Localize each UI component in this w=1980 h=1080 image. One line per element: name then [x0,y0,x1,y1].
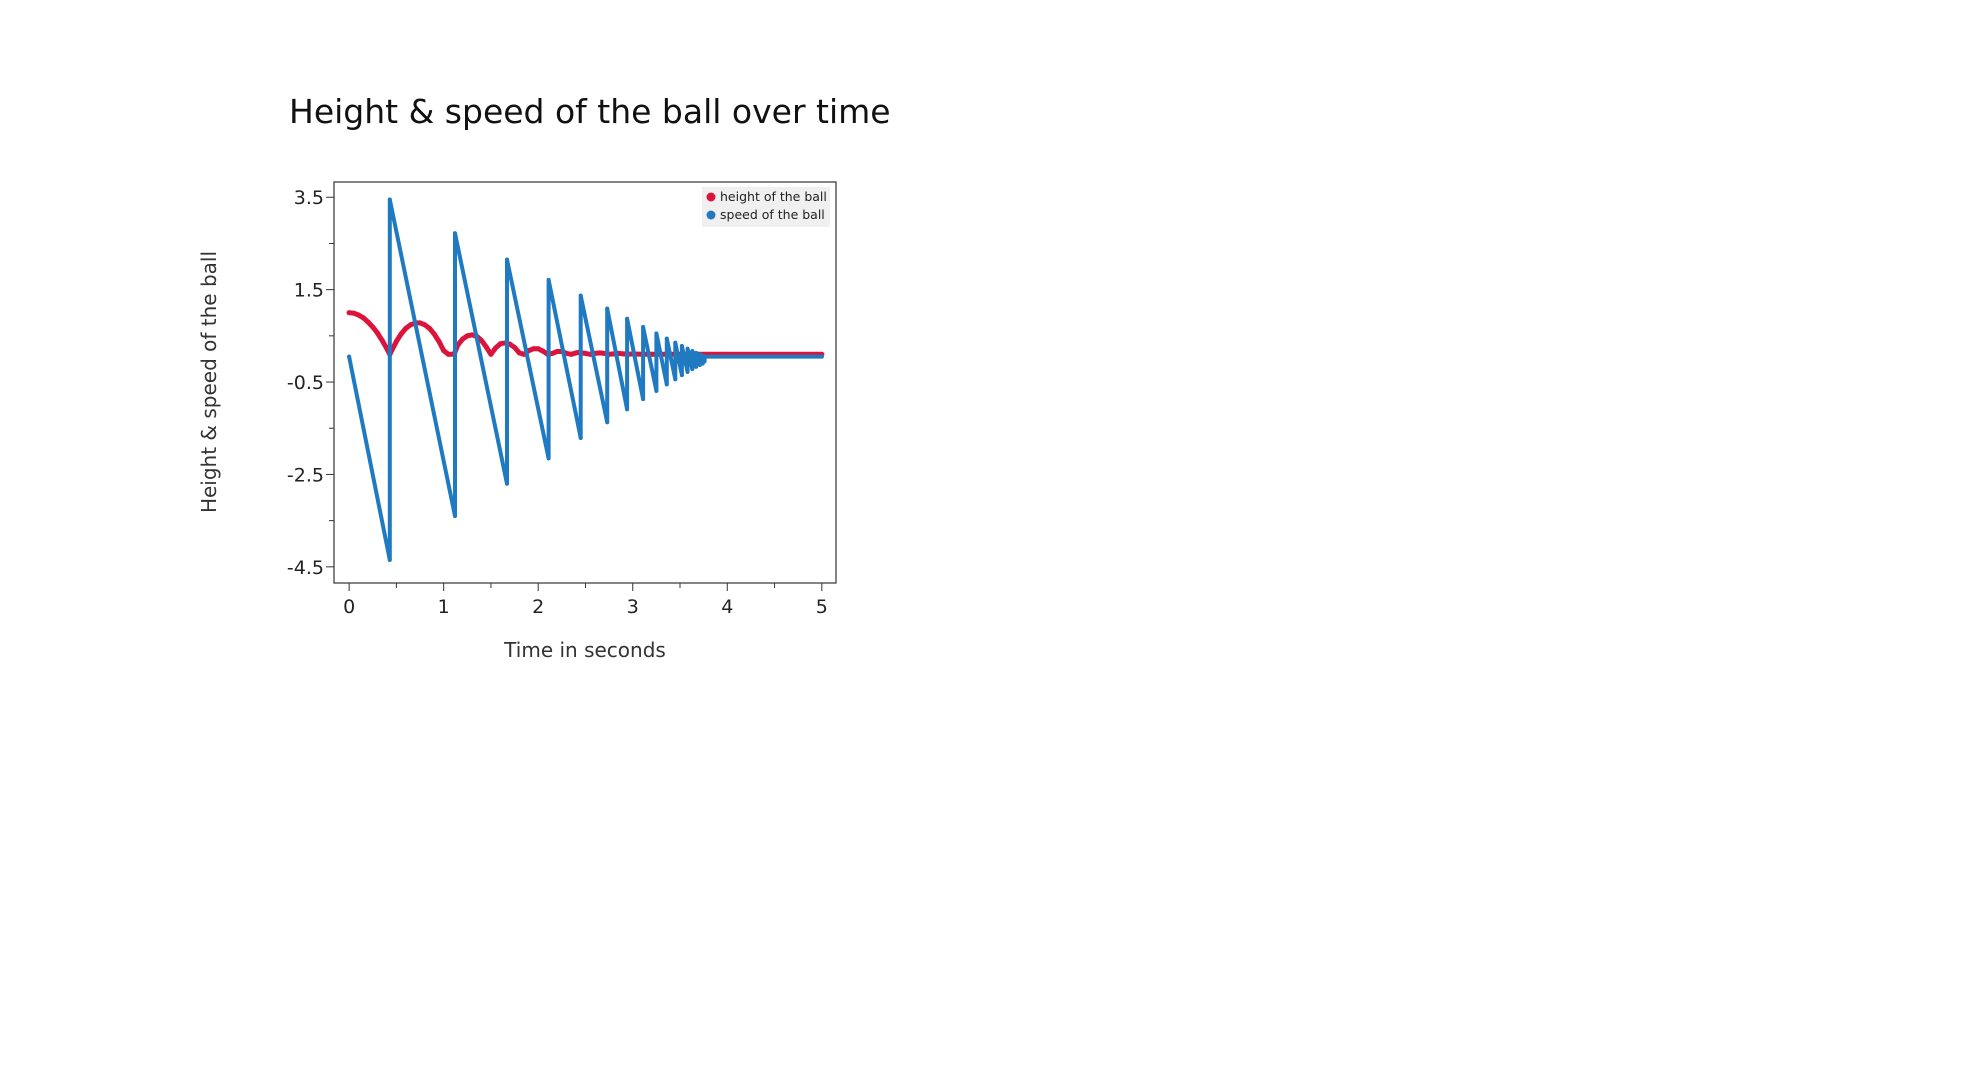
data-point-speed [453,514,458,519]
data-point-speed [605,420,610,425]
data-point-height [483,344,489,350]
data-point-speed [685,369,690,374]
data-point-speed [387,197,392,202]
data-point-height [365,319,371,325]
data-point-speed [625,407,630,412]
chart-title: Height & speed of the ball over time [289,92,891,131]
legend-box [702,187,830,227]
data-point-speed [453,231,458,236]
data-point-height [464,333,470,339]
x-tick-label: 4 [721,596,733,618]
data-point-height [554,349,560,355]
data-point-height [351,310,357,316]
data-point-speed [605,306,610,311]
data-point-speed [578,293,583,298]
x-axis-title: Time in seconds [503,638,666,662]
data-point-speed [694,350,699,355]
data-point-speed [679,344,684,349]
series-line-speed [347,197,824,562]
data-point-height [460,336,466,342]
data-point-height [370,324,376,330]
data-point-height [441,348,447,354]
x-tick-label: 0 [343,596,355,618]
data-point-speed [679,373,684,378]
data-point-speed [625,316,630,321]
x-tick-label: 1 [438,596,450,618]
data-point-height [478,337,484,343]
data-point-speed [347,354,352,359]
x-tick-label: 3 [627,596,639,618]
legend-marker-height [706,192,716,202]
y-axis-title: Height & speed of the ball [197,251,221,513]
data-point-speed [664,382,669,387]
legend[interactable]: height of the ball speed of the ball [702,187,830,227]
y-tick-label: 3.5 [294,187,324,209]
axis-ticks: 0 1 2 3 4 5 3.5 1.5 -0.5 -2.5 -4.5 [287,187,828,618]
data-point-speed [641,397,646,402]
data-point-height [426,325,432,331]
data-point-height [393,338,399,344]
series-layer [346,197,825,562]
legend-marker-speed [706,210,716,220]
data-point-speed [387,557,392,562]
y-tick-label: -0.5 [287,372,324,394]
data-point-height [374,330,380,336]
data-point-height [422,322,428,328]
data-point-height [530,346,536,352]
data-point-speed [673,377,678,382]
data-point-height [431,331,437,337]
data-point-speed [654,331,659,336]
y-tick-label: -4.5 [287,557,324,579]
data-point-height [346,310,352,316]
legend-item-height[interactable]: height of the ball [706,189,827,204]
x-tick-label: 2 [532,596,544,618]
data-point-height [403,325,409,331]
data-point-speed [702,354,707,359]
data-point-height [356,312,362,318]
data-point-height [597,350,603,356]
data-point-height [620,351,626,357]
y-tick-label: 1.5 [294,280,324,302]
data-point-height [488,351,494,357]
data-point-height [535,346,541,352]
legend-label-speed: speed of the ball [720,207,825,222]
data-point-height [445,351,451,357]
data-point-height [398,331,404,337]
data-point-speed [694,364,699,369]
data-point-height [512,344,518,350]
data-point-height [417,320,423,326]
data-point-height [436,338,442,344]
data-point-height [493,345,499,351]
data-point-speed [690,349,695,354]
legend-item-speed[interactable]: speed of the ball [706,207,825,222]
data-point-height [516,350,522,356]
data-point-height [469,332,475,338]
data-point-height [408,322,414,328]
data-point-speed [546,277,551,282]
legend-label-height: height of the ball [720,189,827,204]
data-point-speed [546,456,551,461]
data-point-height [360,315,366,321]
data-point-speed [505,257,510,262]
data-point-height [497,341,503,347]
data-point-speed [685,346,690,351]
y-tick-label: -2.5 [287,464,324,486]
data-point-speed [702,359,707,364]
data-point-speed [819,354,824,359]
data-point-height [379,337,385,343]
plot-frame [333,181,837,584]
data-point-speed [664,336,669,341]
data-point-speed [505,481,510,486]
data-point-height [582,350,588,356]
data-point-speed [690,367,695,372]
x-tick-label: 5 [816,596,828,618]
data-point-speed [673,340,678,345]
data-point-height [549,350,555,356]
data-point-speed [578,435,583,440]
data-point-height [568,351,574,357]
data-point-speed [654,388,659,393]
data-point-height [540,348,546,354]
data-point-speed [641,325,646,330]
